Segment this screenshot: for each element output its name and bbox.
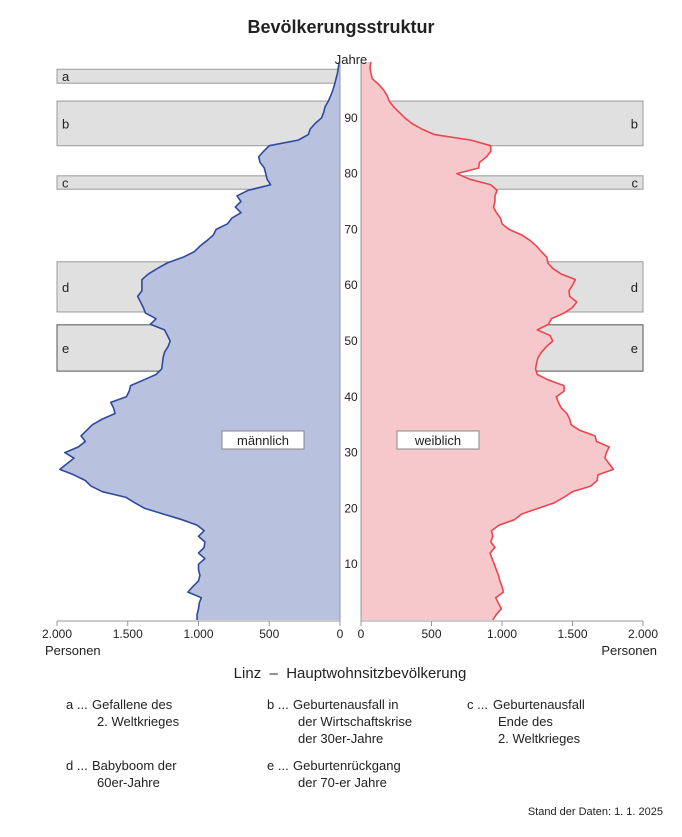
legend-key-b: b ... [267, 697, 289, 712]
legend-key-c: c ... [467, 697, 488, 712]
y-tick-label: 90 [344, 111, 358, 125]
data-date-footnote: Stand der Daten: 1. 1. 2025 [528, 806, 663, 818]
female-label-box [396, 430, 480, 450]
band-label-b-left: b [62, 116, 69, 131]
x-tick-label-left: 1.500 [113, 627, 143, 641]
y-axis-label: Jahre [335, 52, 368, 67]
x-tick-label-right: 2.000 [628, 627, 658, 641]
band-label-c-right: c [632, 176, 639, 191]
y-tick-label: 60 [344, 278, 358, 292]
chart-title: Bevölkerungsstruktur [247, 17, 434, 37]
x-tick-label-left: 500 [259, 627, 279, 641]
legend-text-line: der 30er-Jahre [298, 731, 383, 746]
male-line [59, 61, 341, 620]
x-axis-label-left: Personen [45, 643, 101, 658]
band-label-c-left: c [62, 176, 69, 191]
legend-key-d: d ... [66, 758, 88, 773]
band-label-e-right: e [631, 341, 638, 356]
x-tick-label-right: 1.000 [487, 627, 517, 641]
legend-text-line: Geburtenausfall in [293, 697, 399, 712]
male-series-label: männlich [237, 433, 289, 448]
x-tick-label-left: 0 [337, 627, 344, 641]
y-tick-label: 30 [344, 446, 358, 460]
x-tick-label-right: 0 [358, 627, 365, 641]
band-label-b-right: b [631, 116, 638, 131]
legend-text-line: 60er-Jahre [97, 775, 160, 790]
chart-subtitle: Linz – Hauptwohnsitzbevölkerung [234, 665, 467, 682]
band-label-e-left: e [62, 341, 69, 356]
y-tick-label: 40 [344, 390, 358, 404]
band-label-d-right: d [631, 280, 638, 295]
pyramid-areas [59, 61, 615, 621]
legend-text-line: 2. Weltkrieges [97, 714, 180, 729]
x-tick-label-right: 500 [421, 627, 441, 641]
legend-key-e: e ... [267, 758, 289, 773]
legend-text-line: der Wirtschaftskrise [298, 714, 412, 729]
band-label-a-left: a [62, 69, 70, 84]
x-tick-label-left: 2.000 [42, 627, 72, 641]
band-b-left [56, 100, 341, 147]
y-tick-label: 20 [344, 501, 358, 515]
legend-text-line: Ende des [498, 714, 553, 729]
y-tick-label: 50 [344, 334, 358, 348]
legend: a ... Gefallene des 2. Weltkrieges b ... Geb… [66, 697, 585, 790]
legend-text-line: 2. Weltkrieges [498, 731, 581, 746]
y-tick-label: 80 [344, 167, 358, 181]
y-tick-label: 10 [344, 557, 358, 571]
axes: 2.000 1.500 1.000 500 0 0 500 1.000 1.500 2.000 10… [42, 62, 658, 641]
legend-text-line: der 70-er Jahre [298, 775, 387, 790]
male-label-box [221, 430, 305, 450]
legend-text-line: Gefallene des [92, 697, 173, 712]
band-label-d-left: d [62, 280, 69, 295]
x-tick-label-right: 1.500 [557, 627, 587, 641]
legend-text-line: Geburtenrückgang [293, 758, 401, 773]
legend-key-a: a ... [66, 697, 88, 712]
female-series-label: weiblich [414, 433, 461, 448]
legend-text-line: Babyboom der [92, 758, 177, 773]
male-area [59, 62, 340, 620]
band-a-left [56, 68, 339, 84]
female-line [369, 61, 615, 621]
legend-text-line: Geburtenausfall [493, 697, 585, 712]
x-axis-label-right: Personen [601, 643, 657, 658]
female-area [361, 62, 614, 620]
x-tick-label-left: 1.000 [183, 627, 213, 641]
y-tick-label: 70 [344, 222, 358, 236]
